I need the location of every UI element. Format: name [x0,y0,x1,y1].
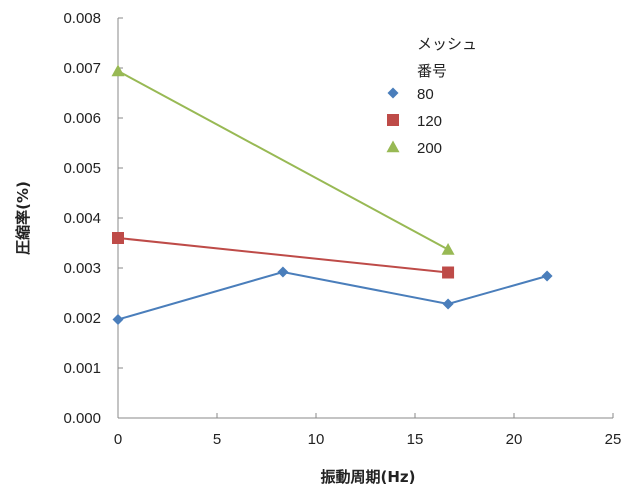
x-tick-label: 15 [407,431,424,448]
series-200 [111,64,455,255]
x-tick-label: 5 [213,431,221,448]
y-tick-label: 0.008 [63,10,101,27]
legend-item-120: 120 [387,113,442,130]
data-point-80 [112,314,124,325]
plot-area [117,18,613,419]
legend-marker-120 [387,114,399,126]
data-point-80 [442,298,454,310]
y-tick-label: 0.000 [63,410,101,427]
x-tick-label: 0 [114,431,122,448]
data-point-80 [277,266,289,278]
y-axis-title: 圧縮率(%) [14,181,32,255]
legend-label-120: 120 [417,113,442,130]
x-axis: 0 5 10 15 20 25 [114,413,622,448]
legend-label-80: 80 [417,86,434,103]
y-tick-label: 0.006 [63,110,101,127]
y-tick-label: 0.003 [63,260,101,277]
data-point-80 [541,270,553,282]
legend-label-200: 200 [417,140,442,157]
y-tick-label: 0.004 [63,210,101,227]
legend-marker-80 [387,87,399,99]
y-tick-label: 0.001 [63,360,101,377]
data-point-200 [441,243,455,255]
legend-title-line-1: メッシュ [417,35,477,53]
y-tick-label: 0.005 [63,160,101,177]
y-tick-label: 0.007 [63,60,101,77]
data-point-120 [442,266,455,279]
x-axis-title: 振動周期(Hz) [321,468,416,486]
legend-item-80: 80 [387,86,434,103]
x-tick-label: 20 [506,431,523,448]
legend: メッシュ 番号 80 120 200 [386,35,477,157]
x-tick-label: 10 [308,431,325,448]
series-line-80 [117,270,548,321]
series-80 [112,266,553,325]
y-tick-label: 0.002 [63,310,101,327]
series-layer [111,64,553,325]
series-line-120 [117,237,449,274]
legend-marker-200 [386,140,400,153]
y-axis: 0.000 0.001 0.002 0.003 0.004 0.005 0.006 0.007… [63,10,123,427]
data-point-120 [112,232,124,244]
series-120 [112,232,455,279]
legend-title-line-2: 番号 [417,62,447,80]
legend-item-200: 200 [386,140,442,157]
x-tick-label: 25 [605,431,622,448]
series-line-200 [117,70,449,251]
data-point-200 [111,64,125,77]
